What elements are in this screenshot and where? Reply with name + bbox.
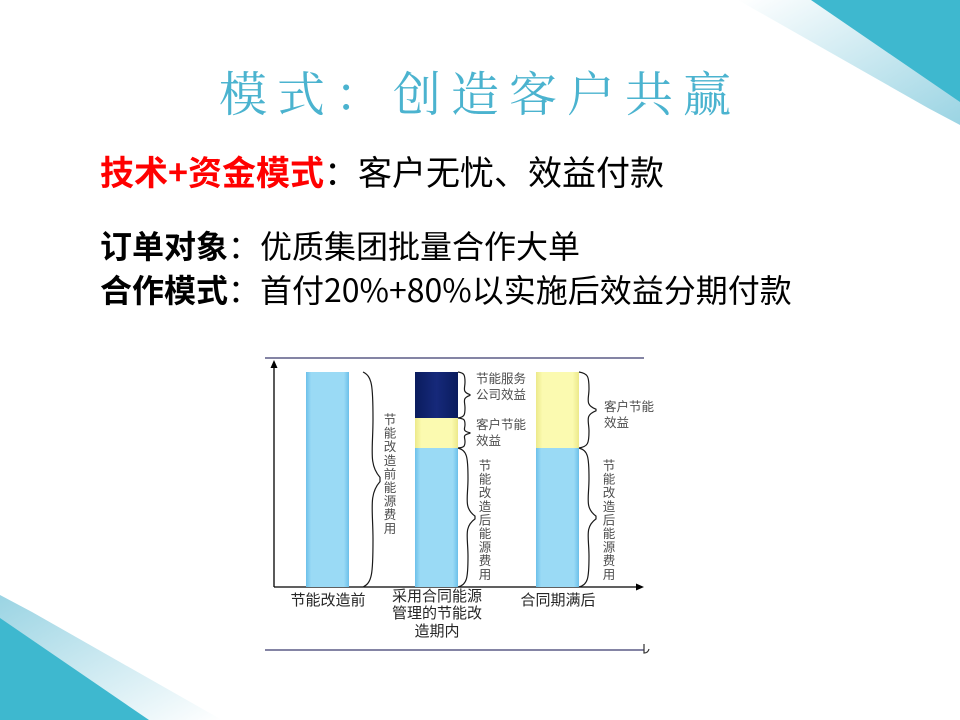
- svg-text:造期内: 造期内: [414, 620, 459, 641]
- svg-text:用: 用: [479, 564, 492, 583]
- svg-text:公司效益: 公司效益: [476, 384, 526, 403]
- svg-text:合同期满后: 合同期满后: [520, 589, 595, 610]
- svg-text:效益: 效益: [604, 412, 629, 431]
- svg-text:用: 用: [603, 564, 616, 583]
- svg-text:用: 用: [384, 518, 397, 537]
- svg-text:节能改造前: 节能改造前: [290, 589, 365, 610]
- svg-text:效益: 效益: [476, 430, 501, 449]
